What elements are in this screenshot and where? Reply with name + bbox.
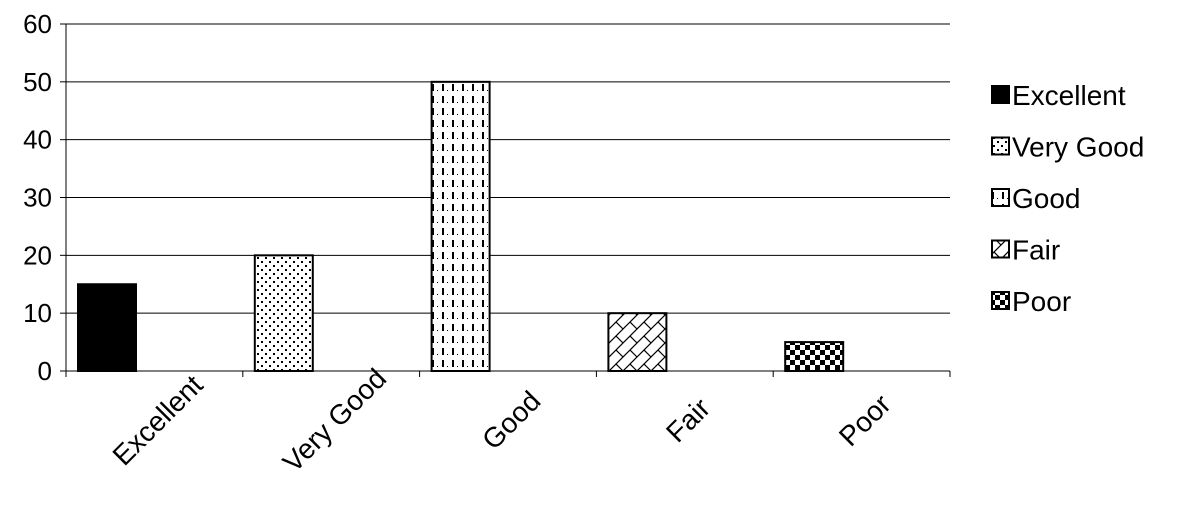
legend-label: Excellent	[1012, 80, 1126, 111]
x-category-label: Fair	[660, 392, 716, 448]
x-category-label: Poor	[833, 388, 897, 452]
legend-label: Poor	[1012, 286, 1071, 317]
legend-swatch	[991, 188, 1010, 207]
y-tick-label: 30	[23, 183, 52, 213]
legend-label: Very Good	[1012, 132, 1144, 163]
x-axis-labels: Excellent Very Good Good Fair Poor	[107, 363, 897, 478]
gridlines	[66, 23, 950, 314]
x-category-label: Very Good	[277, 363, 392, 478]
bar-poor	[784, 341, 845, 373]
legend-label: Good	[1012, 183, 1081, 214]
y-tick-label: 10	[23, 298, 52, 328]
x-category-label: Excellent	[107, 369, 209, 471]
axes	[65, 24, 951, 377]
bar-very-good	[253, 254, 314, 372]
y-tick-label: 50	[23, 67, 52, 97]
legend-swatch	[991, 85, 1010, 104]
y-tick-label: 0	[38, 356, 52, 386]
legend-swatch	[991, 136, 1010, 156]
y-tick-label: 60	[23, 9, 52, 39]
y-tick-label: 20	[23, 240, 52, 270]
legend-label: Fair	[1012, 235, 1060, 266]
x-category-label: Good	[476, 385, 546, 455]
bar-excellent	[77, 283, 137, 372]
y-tick-label: 40	[23, 125, 52, 155]
bars	[77, 80, 845, 373]
legend: Excellent Very Good Good Fair Poor	[991, 80, 1144, 317]
bar-good	[430, 80, 491, 372]
legend-swatch	[991, 239, 1010, 259]
bar-fair	[607, 312, 668, 372]
legend-swatch	[991, 291, 1010, 310]
y-axis-ticks: 0 10 20 30 40 50 60	[23, 9, 66, 386]
